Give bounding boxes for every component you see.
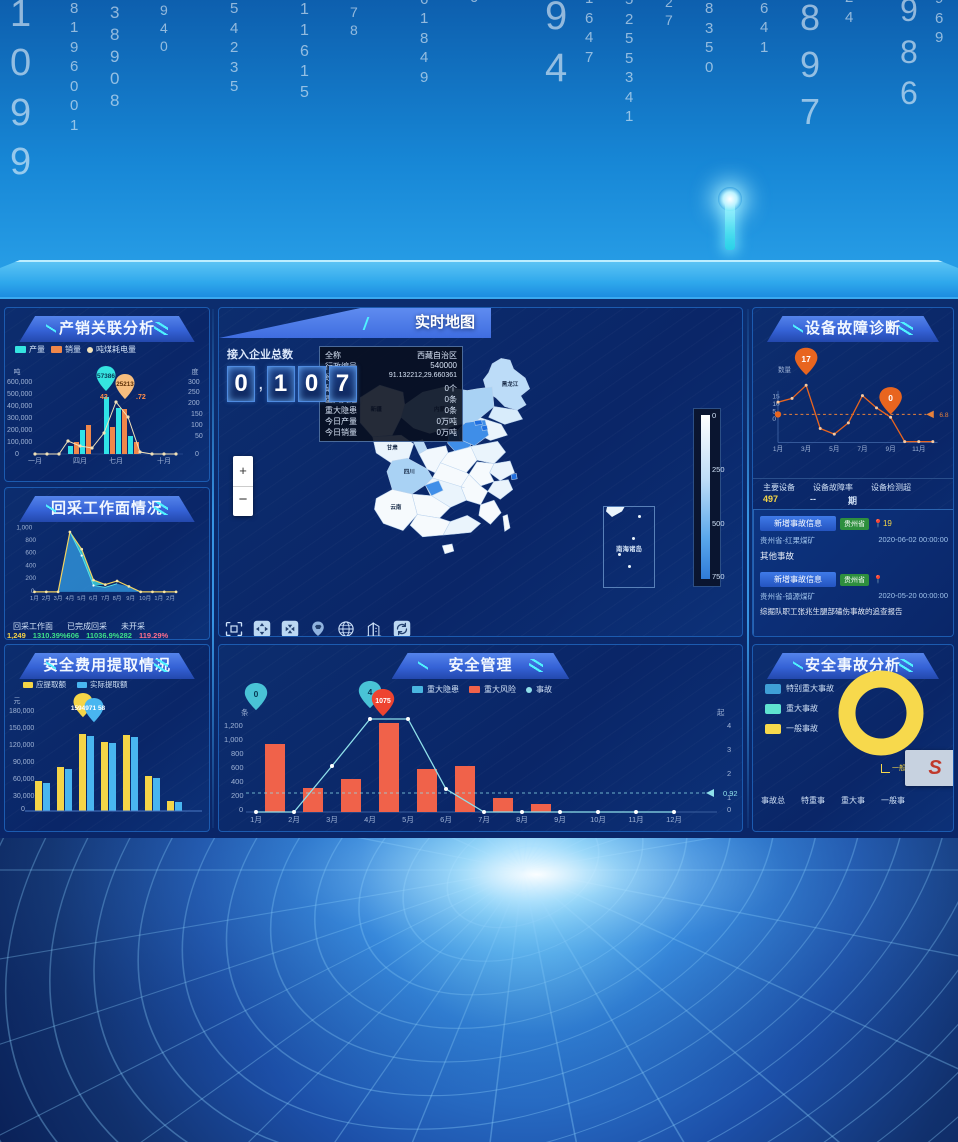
svg-text:5月: 5月 <box>77 595 86 602</box>
svg-text:1,000: 1,000 <box>224 735 243 744</box>
svg-text:十月: 十月 <box>157 456 171 465</box>
svg-text:0: 0 <box>888 393 893 403</box>
svg-text:甘肃: 甘肃 <box>387 443 399 451</box>
svg-text:起: 起 <box>717 708 725 717</box>
svg-text:1075: 1075 <box>375 698 391 705</box>
svg-text:200: 200 <box>231 791 244 800</box>
svg-text:500,000: 500,000 <box>7 391 32 398</box>
svg-text:4: 4 <box>368 687 373 697</box>
svg-text:600,000: 600,000 <box>7 379 32 386</box>
svg-text:43: 43 <box>100 394 108 401</box>
svg-text:4月: 4月 <box>65 595 74 602</box>
svg-text:5月: 5月 <box>402 815 414 824</box>
svg-text:90,000: 90,000 <box>13 759 35 766</box>
svg-text:3月: 3月 <box>326 815 338 824</box>
svg-text:300,000: 300,000 <box>7 415 32 422</box>
svg-text:3月: 3月 <box>801 445 811 453</box>
svg-text:4月: 4月 <box>364 815 376 824</box>
svg-text:四川: 四川 <box>404 468 416 475</box>
svg-text:400: 400 <box>231 777 244 786</box>
svg-text:6月: 6月 <box>440 815 452 824</box>
svg-text:10月: 10月 <box>590 815 606 824</box>
svg-text:黑龙江: 黑龙江 <box>502 380 519 388</box>
svg-text:3月: 3月 <box>54 595 63 602</box>
svg-text:3: 3 <box>727 745 731 754</box>
svg-text:0: 0 <box>239 805 243 814</box>
svg-text:0.92: 0.92 <box>723 789 738 798</box>
svg-text:0: 0 <box>21 806 25 813</box>
svg-text:1594971 58: 1594971 58 <box>71 705 106 712</box>
svg-text:云南: 云南 <box>390 503 402 511</box>
svg-text:2月: 2月 <box>166 595 175 602</box>
svg-text:7月: 7月 <box>857 445 867 453</box>
svg-text:条: 条 <box>241 707 249 717</box>
svg-text:1月: 1月 <box>30 595 39 602</box>
svg-text:400,000: 400,000 <box>7 403 32 410</box>
svg-text:元: 元 <box>14 697 21 705</box>
svg-text:200,000: 200,000 <box>7 427 32 434</box>
svg-text:8月: 8月 <box>113 595 122 602</box>
svg-text:6.8: 6.8 <box>939 412 948 419</box>
svg-text:0: 0 <box>254 689 259 699</box>
svg-text:1月: 1月 <box>773 445 783 453</box>
svg-text:400: 400 <box>25 562 36 569</box>
svg-text:6月: 6月 <box>89 595 98 602</box>
svg-text:7月: 7月 <box>101 595 110 602</box>
svg-text:600: 600 <box>231 763 244 772</box>
svg-text:800: 800 <box>25 537 36 544</box>
svg-text:一月: 一月 <box>28 457 42 465</box>
svg-text:数量: 数量 <box>778 365 792 374</box>
svg-text:0: 0 <box>727 805 731 814</box>
svg-text:四月: 四月 <box>73 457 87 465</box>
svg-text:50: 50 <box>195 433 203 440</box>
svg-text:600: 600 <box>25 550 36 557</box>
svg-text:180,000: 180,000 <box>9 708 34 715</box>
svg-text:1,200: 1,200 <box>224 721 243 730</box>
svg-text:12月: 12月 <box>666 815 682 824</box>
svg-text:9月: 9月 <box>126 595 135 602</box>
svg-text:150,000: 150,000 <box>9 725 34 732</box>
svg-text:10月: 10月 <box>139 595 151 602</box>
svg-text:2: 2 <box>727 769 731 778</box>
svg-text:9月: 9月 <box>554 815 566 824</box>
svg-text:100: 100 <box>191 422 203 429</box>
svg-text:8月: 8月 <box>516 815 528 824</box>
svg-text:15: 15 <box>772 393 780 400</box>
svg-text:7月: 7月 <box>478 815 490 824</box>
svg-text:17: 17 <box>801 354 811 364</box>
svg-text:100,000: 100,000 <box>7 439 32 446</box>
svg-text:七月: 七月 <box>109 456 123 465</box>
svg-text:11月: 11月 <box>912 445 925 453</box>
svg-text:5月: 5月 <box>829 445 839 453</box>
svg-text:60,000: 60,000 <box>13 776 35 783</box>
svg-text:度: 度 <box>192 367 199 376</box>
svg-text:吨: 吨 <box>14 367 21 376</box>
svg-text:30,000: 30,000 <box>13 793 35 800</box>
svg-text:2月: 2月 <box>288 815 300 824</box>
svg-text:2月: 2月 <box>42 595 51 602</box>
svg-text:57386: 57386 <box>97 373 115 380</box>
svg-text:120,000: 120,000 <box>9 742 34 749</box>
svg-text:300: 300 <box>188 379 200 386</box>
svg-text:25213: 25213 <box>116 381 134 388</box>
svg-text:11月: 11月 <box>628 815 643 824</box>
svg-text:1月: 1月 <box>250 815 262 824</box>
svg-text:200: 200 <box>188 400 200 407</box>
svg-text:200: 200 <box>25 575 36 582</box>
svg-text:4: 4 <box>727 721 731 730</box>
svg-text:250: 250 <box>188 389 200 396</box>
svg-text:1月: 1月 <box>154 595 163 602</box>
svg-text:0: 0 <box>772 416 776 423</box>
svg-text:1,000: 1,000 <box>16 524 32 531</box>
svg-text:0: 0 <box>195 451 199 458</box>
svg-text:9月: 9月 <box>885 445 895 453</box>
svg-text:0: 0 <box>15 451 19 458</box>
svg-text:150: 150 <box>191 411 203 418</box>
svg-text:.72: .72 <box>136 394 146 401</box>
svg-text:800: 800 <box>231 749 244 758</box>
